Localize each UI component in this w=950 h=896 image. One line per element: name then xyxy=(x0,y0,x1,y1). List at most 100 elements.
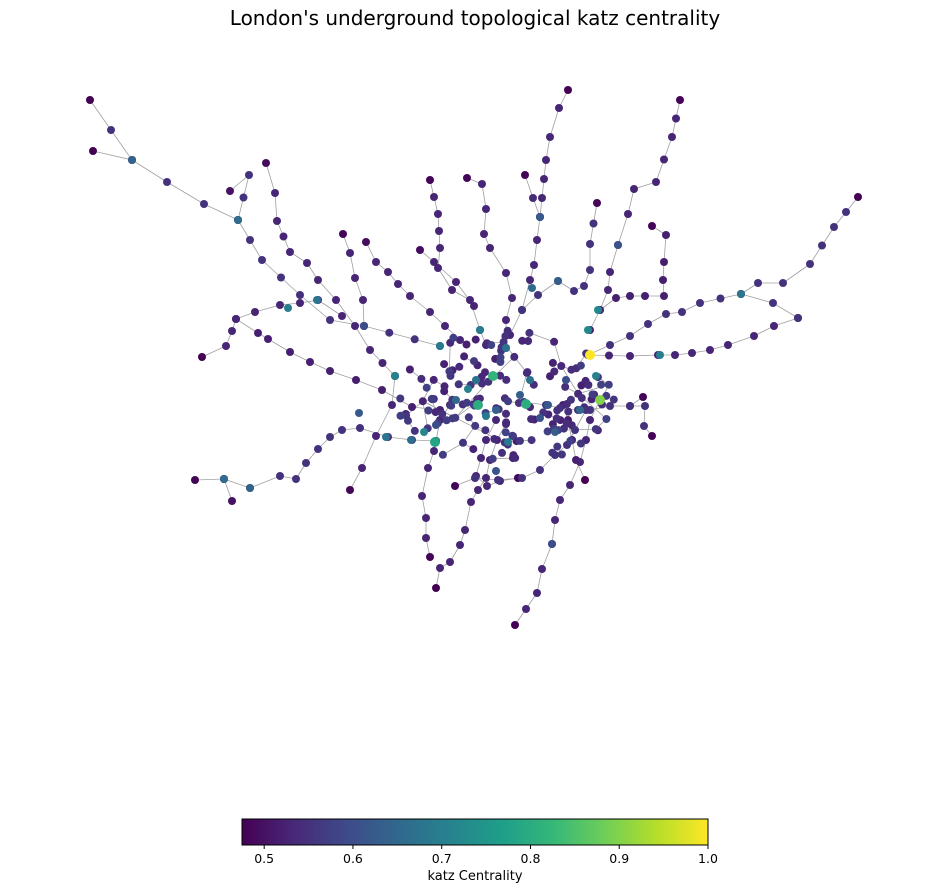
network-edge xyxy=(464,501,472,531)
station-node xyxy=(556,404,564,412)
station-node xyxy=(724,341,732,349)
station-node xyxy=(220,475,228,483)
station-node xyxy=(576,458,584,466)
network-edge xyxy=(773,317,799,327)
network-edge xyxy=(391,375,396,406)
station-node xyxy=(447,401,456,410)
station-node xyxy=(467,498,475,506)
station-node xyxy=(581,476,589,484)
station-node xyxy=(358,464,366,472)
colorbar-gradient xyxy=(241,818,709,846)
station-node xyxy=(555,104,563,112)
station-node xyxy=(521,171,529,179)
station-node xyxy=(511,453,520,462)
network-edge xyxy=(421,467,429,497)
network-edge xyxy=(617,213,629,246)
station-node xyxy=(576,406,584,414)
network-nodes xyxy=(86,86,862,629)
station-node xyxy=(245,171,253,179)
colorbar-tick-label: 0.9 xyxy=(609,851,629,866)
station-node xyxy=(461,526,469,534)
station-node xyxy=(438,409,447,418)
station-node xyxy=(416,246,424,254)
station-node xyxy=(648,222,656,230)
network-edge xyxy=(521,279,531,311)
colorbar-tick-label: 0.7 xyxy=(432,851,452,866)
station-node xyxy=(518,336,527,345)
network-edge xyxy=(481,183,487,210)
station-node xyxy=(448,286,456,294)
station-node xyxy=(595,395,605,405)
station-node xyxy=(516,436,524,445)
network-edge xyxy=(267,338,291,353)
station-node xyxy=(264,335,272,343)
station-node xyxy=(469,445,478,454)
colorbar-tick-label: 1.0 xyxy=(698,851,718,866)
station-node xyxy=(360,322,368,330)
station-node xyxy=(597,380,606,389)
network-edge xyxy=(355,379,383,391)
network-edge xyxy=(489,247,507,274)
station-node xyxy=(557,362,566,370)
station-node xyxy=(384,268,392,276)
station-node xyxy=(436,244,444,252)
station-node xyxy=(614,241,622,249)
station-node xyxy=(522,605,530,613)
station-node xyxy=(313,296,321,304)
station-node xyxy=(830,223,838,231)
station-node xyxy=(605,351,613,360)
station-node xyxy=(770,322,778,330)
station-node xyxy=(536,466,544,474)
station-node xyxy=(492,467,500,475)
station-node xyxy=(652,178,660,186)
network-edge xyxy=(553,341,562,367)
station-node xyxy=(502,269,510,277)
station-node xyxy=(478,180,486,188)
station-node xyxy=(548,540,556,548)
colorbar-tick-label: 0.6 xyxy=(343,851,363,866)
station-node xyxy=(584,381,593,389)
station-node xyxy=(396,411,405,420)
station-node xyxy=(511,621,519,629)
station-node xyxy=(254,329,262,337)
station-node xyxy=(460,352,469,361)
station-node xyxy=(533,589,541,597)
station-node xyxy=(551,516,559,524)
station-node xyxy=(474,486,482,494)
station-node xyxy=(455,362,464,371)
station-node xyxy=(355,409,363,417)
station-node xyxy=(488,454,497,463)
station-node xyxy=(630,185,638,193)
station-node xyxy=(498,448,506,457)
station-node xyxy=(372,432,380,440)
station-node xyxy=(430,258,438,266)
station-node xyxy=(606,268,614,276)
station-node xyxy=(576,439,585,448)
station-node xyxy=(576,361,585,370)
station-node xyxy=(518,306,526,314)
station-node xyxy=(526,276,534,284)
station-node xyxy=(483,482,491,490)
station-node xyxy=(806,260,814,268)
network-edge xyxy=(363,325,390,334)
station-node xyxy=(527,415,536,424)
network-edge xyxy=(536,568,543,594)
station-node xyxy=(351,322,359,330)
station-node xyxy=(660,155,668,164)
station-node xyxy=(418,492,426,500)
station-node xyxy=(502,316,510,324)
station-node xyxy=(228,497,236,505)
station-node xyxy=(706,346,714,354)
station-node xyxy=(546,133,554,141)
station-node xyxy=(426,553,434,561)
station-node xyxy=(198,353,206,361)
network-edge xyxy=(349,252,356,279)
station-node xyxy=(660,292,668,300)
chart-title: London's underground topological katz ce… xyxy=(229,6,721,30)
network-edge xyxy=(524,174,534,199)
station-node xyxy=(490,435,499,443)
station-node xyxy=(191,476,199,484)
station-node xyxy=(306,358,314,366)
station-node xyxy=(660,258,668,266)
station-node xyxy=(422,383,431,392)
